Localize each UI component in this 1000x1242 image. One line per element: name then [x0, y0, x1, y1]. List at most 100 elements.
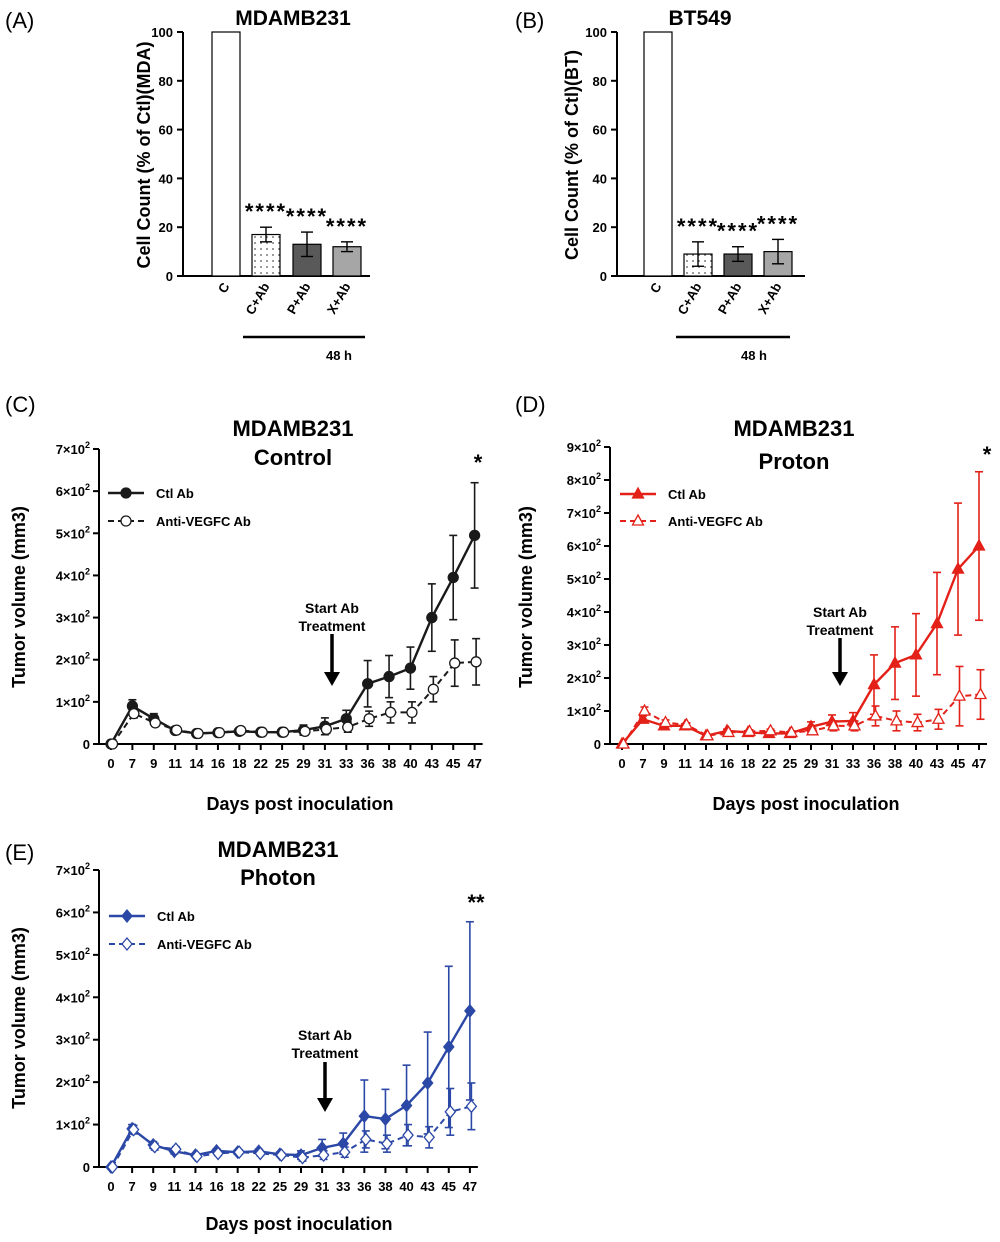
- y-tick-label: 5×102: [56, 946, 90, 963]
- y-tick-label: 80: [593, 74, 607, 89]
- data-point: [637, 703, 652, 716]
- y-tick-label: 7×102: [567, 504, 601, 521]
- panel-c: (C)MDAMB231Control01×1022×1023×1024×1025…: [5, 392, 483, 814]
- x-tick-label: 7: [129, 756, 136, 771]
- data-point: [427, 683, 439, 695]
- y-tick-label: 1×102: [56, 693, 90, 710]
- significance-label: *: [474, 450, 483, 475]
- data-point: [338, 1145, 351, 1160]
- y-tick-label: 60: [159, 123, 173, 138]
- y-tick-exponent: 2: [85, 440, 90, 450]
- annotation-line: Start Ab: [813, 604, 867, 620]
- series-anti-vegfc-ab: [106, 637, 482, 750]
- x-axis-label: Days post inoculation: [206, 794, 393, 814]
- category-label: C+Ab: [674, 280, 704, 317]
- data-point: [192, 727, 204, 740]
- arrow-head: [317, 1098, 333, 1112]
- data-point: [106, 1159, 119, 1175]
- y-tick-base: 7×10: [56, 442, 85, 457]
- y-tick-base: 1×10: [56, 695, 85, 710]
- legend-label: Ctl Ab: [156, 486, 194, 501]
- chart-title: MDAMB231: [733, 416, 854, 441]
- y-tick-label: 1×102: [56, 1116, 90, 1133]
- y-tick-label: 5×102: [56, 524, 90, 541]
- x-tick-label: 47: [467, 756, 481, 771]
- category-label: P+Ab: [284, 280, 314, 317]
- chart-title: MDAMB231: [235, 7, 351, 30]
- significance-label: ****: [757, 211, 799, 236]
- y-tick-label: 40: [159, 171, 173, 186]
- data-point: [972, 538, 986, 551]
- y-tick-exponent: 2: [596, 603, 601, 613]
- x-tick-label: 36: [867, 756, 881, 771]
- y-tick-exponent: 2: [596, 570, 601, 580]
- data-point: [359, 1132, 372, 1147]
- x-tick-label: 33: [846, 756, 860, 771]
- x-tick-label: 22: [762, 756, 776, 771]
- data-point: [317, 1148, 330, 1163]
- data-point: [910, 715, 925, 728]
- x-axis-label: Days post inoculation: [712, 794, 899, 814]
- legend-marker: [120, 487, 132, 499]
- x-tick-label: 0: [618, 756, 625, 771]
- data-point: [700, 728, 715, 741]
- x-tick-label: 11: [678, 756, 692, 771]
- y-tick-label: 20: [159, 220, 173, 235]
- category-label: P+Ab: [715, 280, 745, 317]
- annotation-line: Treatment: [292, 1045, 359, 1061]
- y-tick-base: 2×10: [567, 671, 596, 686]
- data-point: [404, 662, 417, 674]
- data-point: [931, 711, 946, 724]
- y-tick-exponent: 2: [596, 636, 601, 646]
- significance-label: ****: [245, 199, 287, 224]
- y-tick-base: 4×10: [567, 605, 596, 620]
- x-tick-label: 29: [294, 1179, 308, 1194]
- y-tick-label: 4×102: [567, 603, 601, 620]
- y-tick-label: 80: [159, 74, 173, 89]
- x-tick-label: 14: [189, 756, 204, 771]
- x-tick-label: 33: [339, 756, 353, 771]
- x-tick-label: 43: [930, 756, 944, 771]
- data-point: [952, 688, 967, 701]
- y-tick-label: 0: [83, 1160, 90, 1175]
- data-point: [847, 718, 862, 731]
- data-point: [191, 1149, 203, 1164]
- y-tick-exponent: 2: [85, 903, 90, 913]
- y-tick-base: 6×10: [56, 905, 85, 920]
- y-tick-label: 40: [593, 171, 607, 186]
- y-tick-label: 100: [151, 25, 173, 40]
- y-tick-label: 2×102: [567, 669, 601, 686]
- data-point: [254, 1146, 267, 1161]
- chart-subtitle: Photon: [240, 865, 316, 890]
- x-tick-label: 45: [442, 1179, 456, 1194]
- x-tick-label: 7: [639, 756, 646, 771]
- data-point: [867, 677, 881, 690]
- y-tick-label: 9×102: [567, 438, 601, 455]
- x-tick-label: 18: [741, 756, 755, 771]
- x-tick-label: 33: [336, 1179, 350, 1194]
- y-tick-base: 6×10: [56, 484, 85, 499]
- data-point: [363, 713, 375, 725]
- y-tick-exponent: 2: [596, 669, 601, 679]
- x-tick-label: 16: [209, 1179, 223, 1194]
- x-tick-label: 45: [951, 756, 965, 771]
- x-tick-label: 38: [378, 1179, 392, 1194]
- y-tick-base: 0: [594, 737, 601, 752]
- x-tick-label: 16: [720, 756, 734, 771]
- y-tick-label: 0: [600, 269, 607, 284]
- category-label: C: [647, 279, 665, 295]
- data-point: [930, 616, 944, 629]
- y-tick-base: 0: [83, 737, 90, 752]
- x-tick-label: 29: [804, 756, 818, 771]
- x-tick-label: 18: [232, 756, 246, 771]
- y-tick-base: 3×10: [56, 1033, 85, 1048]
- data-point: [444, 1104, 457, 1119]
- series-ctl-ab: [105, 920, 476, 1175]
- data-point: [379, 1112, 392, 1127]
- panel-a: (A) MDAMB231 0 20 40 60 80 100 Cell Count (% of …: [5, 7, 370, 363]
- y-tick-exponent: 2: [85, 861, 90, 871]
- legend-marker: [121, 908, 133, 924]
- bar: [211, 31, 241, 277]
- data-point: [149, 717, 161, 729]
